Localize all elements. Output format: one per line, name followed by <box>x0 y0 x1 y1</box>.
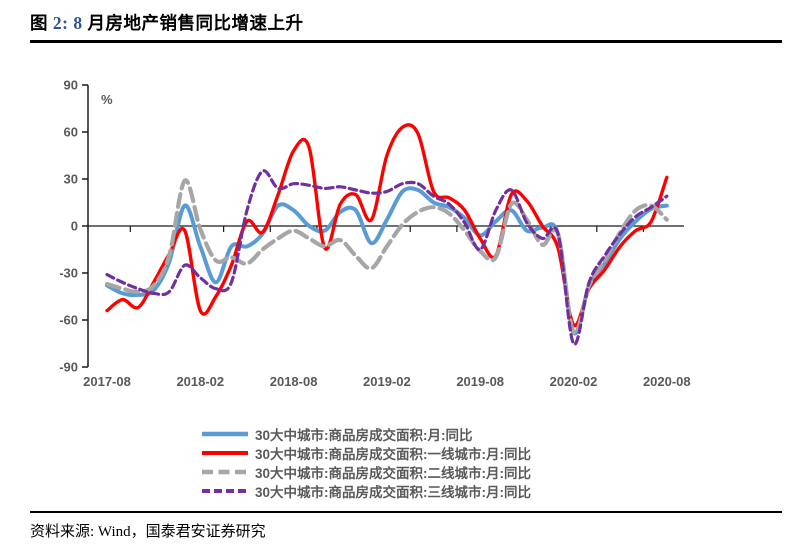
legend-line-swatch-gray <box>202 469 248 474</box>
svg-text:-60: -60 <box>59 313 78 328</box>
svg-text:2019-02: 2019-02 <box>363 374 411 389</box>
svg-text:%: % <box>101 92 113 107</box>
legend-item: 30大中城市:商品房成交面积:三线城市:月:同比 <box>201 481 611 500</box>
source-divider-rule <box>30 511 782 513</box>
figure-title-month-number: 8 <box>73 13 88 33</box>
svg-text:60: 60 <box>64 124 78 139</box>
legend-label: 30大中城市:商品房成交面积:二线城市:月:同比 <box>255 465 531 481</box>
svg-text:2020-02: 2020-02 <box>550 374 598 389</box>
figure-title: 图 2: 8 月房地产销售同比增速上升 <box>30 10 782 35</box>
line-chart: 90 60 30 0 -30 -60 -90% 2017-08 2018-02 2018-08 20… <box>36 56 756 404</box>
source-note: 资料来源: Wind，国泰君安证券研究 <box>30 524 266 540</box>
chart-legend: 30大中城市:商品房成交面积:月:同比 30大中城市:商品房成交面积:一线城市:… <box>0 424 812 500</box>
figure-title-text: 月房地产销售同比增速上升 <box>87 13 304 33</box>
svg-text:0: 0 <box>71 219 78 234</box>
svg-text:-30: -30 <box>59 266 78 281</box>
legend-label: 30大中城市:商品房成交面积:一线城市:月:同比 <box>255 446 531 462</box>
svg-text:2017-08: 2017-08 <box>83 374 131 389</box>
svg-text:-90: -90 <box>59 360 78 375</box>
legend-item: 30大中城市:商品房成交面积:月:同比 <box>201 424 611 443</box>
figure-number: 2: <box>52 13 74 33</box>
svg-text:2019-08: 2019-08 <box>456 374 504 389</box>
legend-item: 30大中城市:商品房成交面积:二线城市:月:同比 <box>201 462 611 481</box>
svg-text:90: 90 <box>64 77 78 92</box>
svg-text:2018-02: 2018-02 <box>176 374 224 389</box>
chart-canvas: 90 60 30 0 -30 -60 -90% 2017-08 2018-02 2018-08 20… <box>59 77 691 389</box>
figure-title-prefix: 图 <box>30 13 53 33</box>
svg-text:30: 30 <box>64 171 78 186</box>
svg-text:2020-08: 2020-08 <box>643 374 691 389</box>
legend-line-swatch-purple <box>202 488 248 493</box>
legend-label: 30大中城市:商品房成交面积:三线城市:月:同比 <box>255 484 531 500</box>
legend-label: 30大中城市:商品房成交面积:月:同比 <box>255 427 473 443</box>
title-divider-rule <box>30 40 782 43</box>
legend-line-swatch-red <box>202 450 248 455</box>
legend-line-swatch-blue <box>202 431 248 436</box>
legend-item: 30大中城市:商品房成交面积:一线城市:月:同比 <box>201 443 611 462</box>
svg-text:2018-08: 2018-08 <box>270 374 318 389</box>
